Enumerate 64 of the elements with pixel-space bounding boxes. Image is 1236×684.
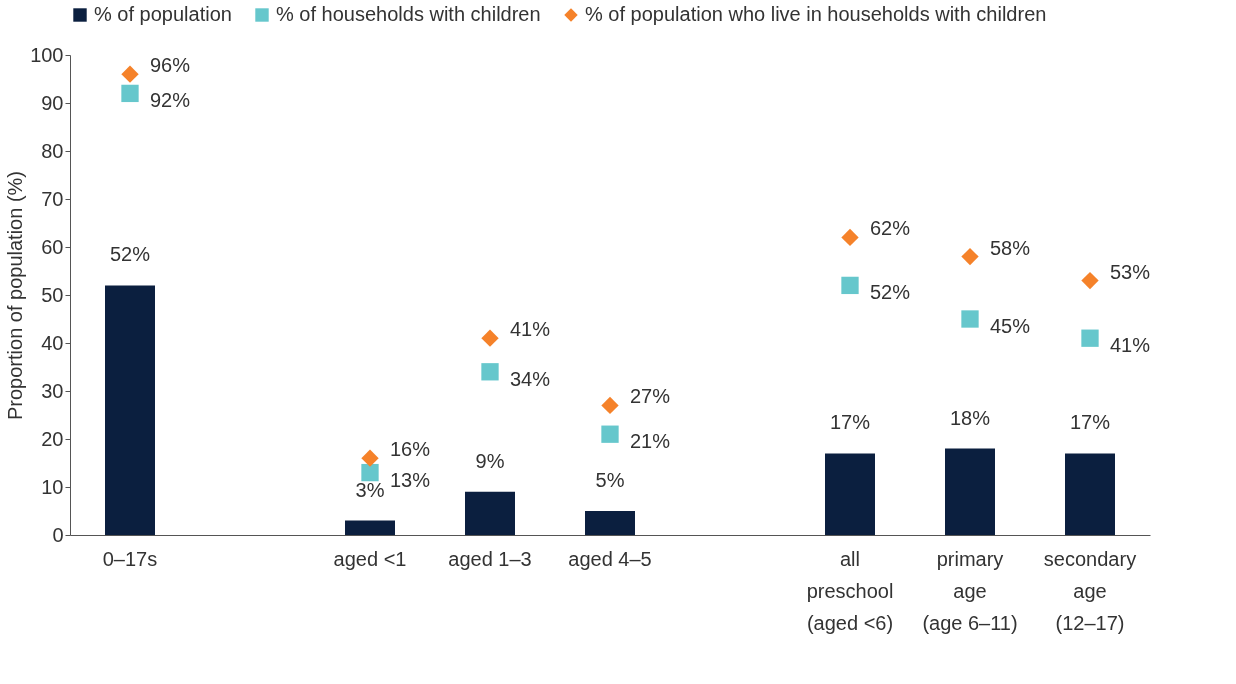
data-label: 52% <box>109 243 151 266</box>
data-label: 16% <box>390 438 431 461</box>
y-tick-label: 40 <box>41 331 64 354</box>
y-tick-label: 10 <box>41 475 64 498</box>
y-tick-label: 70 <box>41 187 64 210</box>
bar <box>105 285 155 535</box>
x-tick-label: primary age (age 6–11) <box>922 547 1018 634</box>
point <box>961 310 979 328</box>
point <box>361 463 379 482</box>
bar <box>945 448 995 535</box>
y-tick-label: 50 <box>41 283 64 306</box>
data-label: 9% <box>475 449 505 472</box>
y-tick-label: 90 <box>41 91 64 114</box>
data-label: 96% <box>150 54 191 77</box>
point <box>121 84 139 103</box>
point <box>1081 329 1099 347</box>
bar <box>345 520 395 535</box>
data-label: 17% <box>829 411 871 434</box>
y-tick-label: 80 <box>41 139 64 162</box>
y-tick-label: 0 <box>52 523 64 546</box>
x-tick-label: all preschool (aged <6) <box>806 547 894 634</box>
y-tick-label: 100 <box>30 43 64 66</box>
x-tick-label: secondary age (12–17) <box>1043 547 1137 634</box>
point <box>481 363 499 381</box>
data-label: 92% <box>150 89 191 112</box>
legend-label: % of households with children <box>276 3 541 25</box>
point <box>601 396 619 415</box>
point <box>841 276 859 295</box>
data-label: 18% <box>949 406 991 429</box>
data-label: 41% <box>1110 334 1151 357</box>
data-label: 5% <box>595 469 625 491</box>
data-label: 58% <box>990 236 1031 259</box>
bar <box>825 453 875 535</box>
data-label: 27% <box>630 385 671 408</box>
bar <box>1065 453 1115 535</box>
data-label: 13% <box>390 468 431 491</box>
data-label: 52% <box>870 281 911 304</box>
data-label: 53% <box>1110 260 1151 283</box>
data-label: 41% <box>510 318 551 341</box>
point <box>361 449 379 467</box>
y-tick-label: 20 <box>41 427 64 450</box>
data-label: 62% <box>870 217 911 240</box>
point <box>841 228 859 247</box>
data-label: 17% <box>1069 411 1111 434</box>
x-tick-label: aged 1–3 <box>448 547 532 570</box>
legend-label: % of population <box>94 3 232 25</box>
legend-label: % of population who live in households with children <box>585 3 1047 25</box>
y-tick-label: 60 <box>41 235 64 258</box>
data-label: 21% <box>630 430 671 453</box>
y-axis-title: Proportion of population (%) <box>4 170 27 421</box>
y-tick-label: 30 <box>41 379 64 402</box>
data-label: 3% <box>355 478 385 501</box>
point <box>961 247 979 266</box>
bar <box>585 511 635 535</box>
data-label: 45% <box>990 315 1031 337</box>
x-tick-label: aged 4–5 <box>568 547 652 570</box>
data-label: 34% <box>510 367 551 390</box>
bar <box>465 491 515 535</box>
x-tick-label: 0–17s <box>102 547 158 570</box>
point <box>601 425 619 443</box>
x-tick-label: aged <1 <box>333 547 407 570</box>
point <box>1081 271 1099 290</box>
point <box>481 329 499 347</box>
point <box>121 65 139 83</box>
